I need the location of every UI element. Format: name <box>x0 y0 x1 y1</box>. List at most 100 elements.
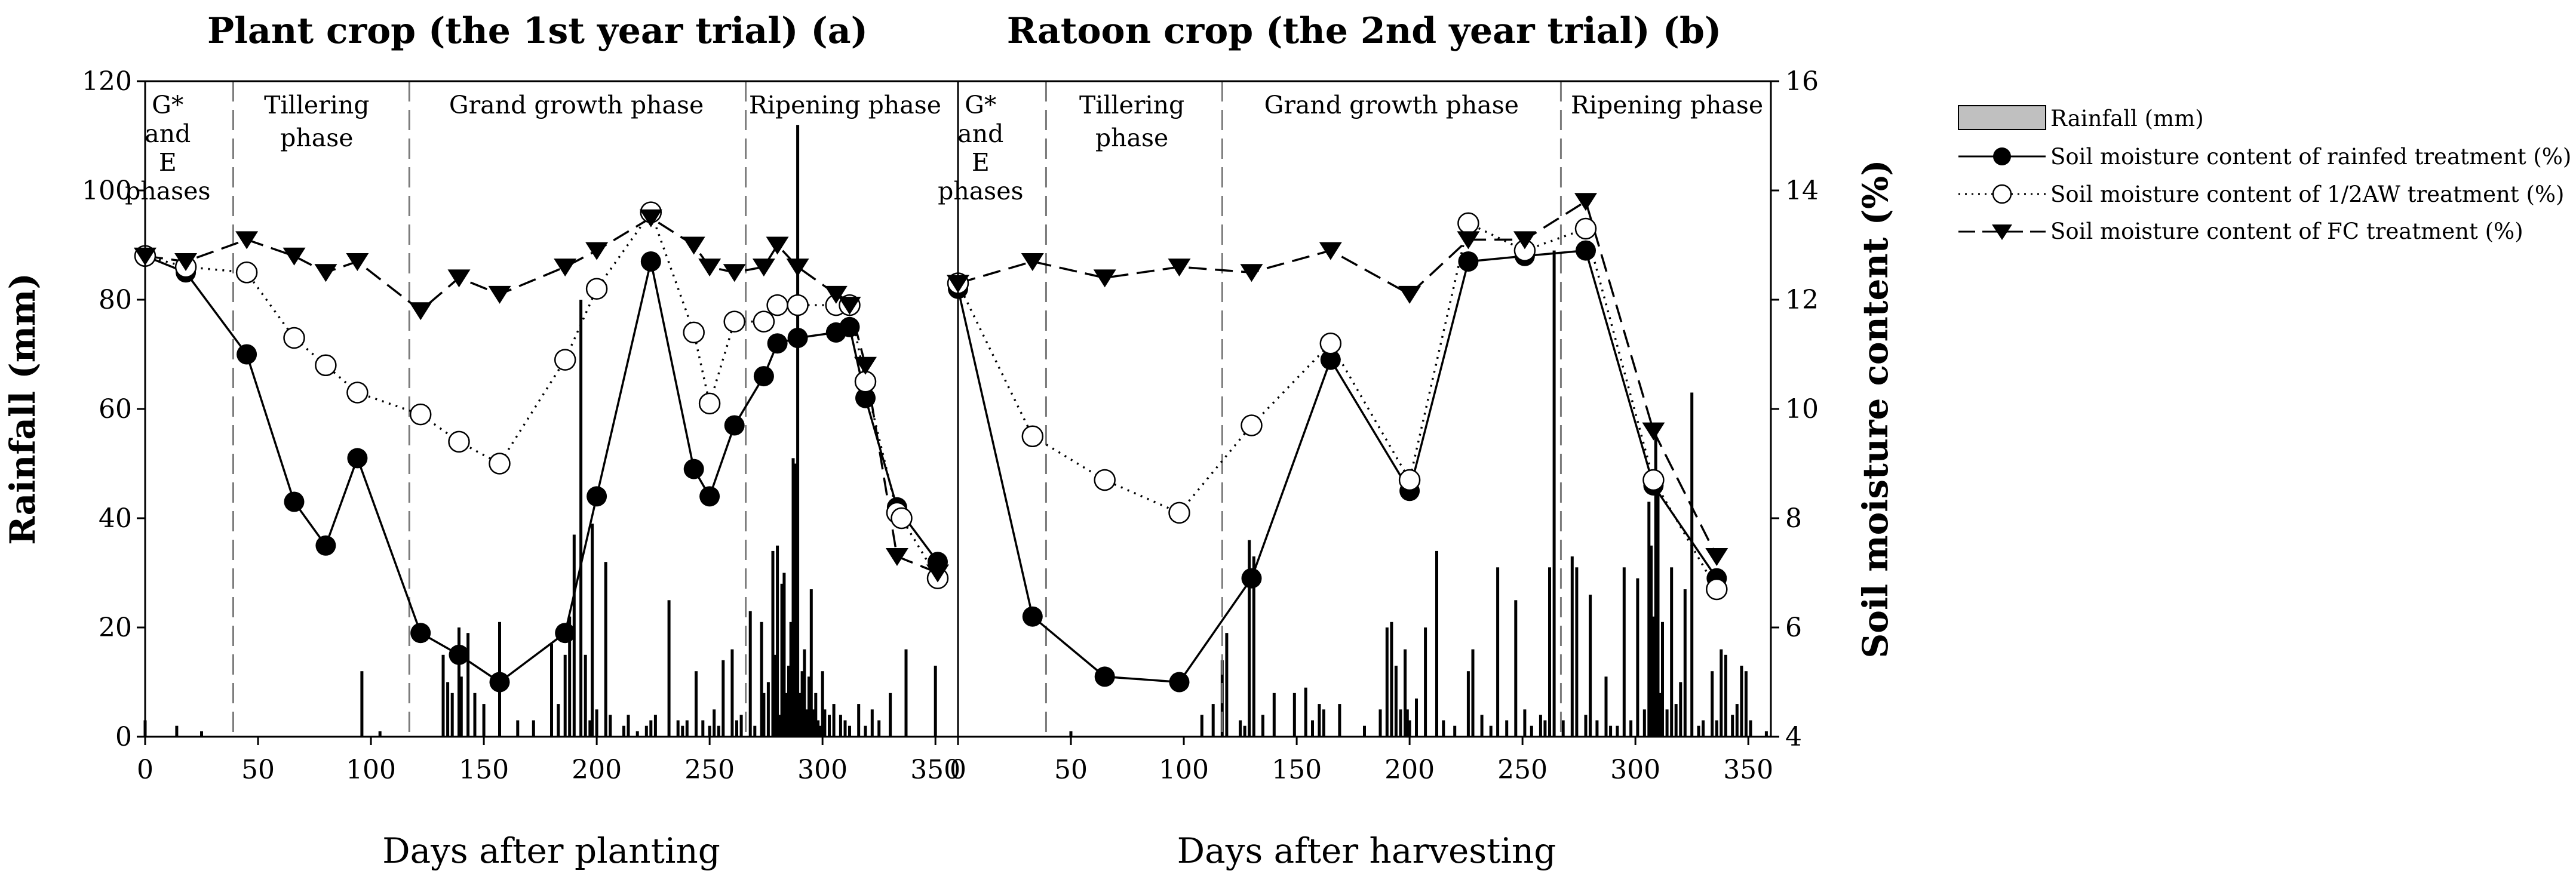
x-tick-label-b: 350 <box>1723 755 1773 785</box>
phase-label-line: phase <box>280 124 353 152</box>
x-tick-label-a: 350 <box>910 755 960 785</box>
point-halfaw-b <box>1457 212 1479 235</box>
rainfall-bar-a <box>809 589 813 737</box>
x-tick-label-b: 0 <box>950 755 966 785</box>
rainfall-bar-a <box>934 666 937 737</box>
rainfall-bar-a <box>713 709 716 737</box>
series-line-a-1 <box>145 210 939 579</box>
x-tick-label-a: 50 <box>241 755 275 785</box>
rainfall-bar-a <box>823 709 827 737</box>
x-tick-label-a: 100 <box>346 755 396 785</box>
point-halfaw-b <box>1319 332 1342 355</box>
rainfall-bar-a <box>778 715 781 737</box>
x-tick-label-b: 50 <box>1054 755 1088 785</box>
point-fc-b <box>1513 231 1536 250</box>
rainfall-bar-a <box>532 720 535 737</box>
rainfall-bar-b <box>1715 720 1718 737</box>
rainfall-bar-a <box>839 715 842 737</box>
rainfall-bar-a <box>870 709 874 737</box>
x-tick-label-b: 300 <box>1610 755 1660 785</box>
rainfall-bar-a <box>771 550 775 737</box>
rainfall-bar-b <box>1589 595 1592 737</box>
point-fc-a <box>409 302 432 321</box>
rainfall-bar-a <box>730 649 734 737</box>
point-rainfed-a <box>237 344 257 365</box>
point-halfaw-a <box>585 278 608 300</box>
rainfall-bar-a <box>627 715 630 737</box>
point-rainfed-a <box>699 486 720 507</box>
rainfall-bar-b <box>1647 502 1651 737</box>
rainfall-bar-b <box>1471 649 1475 737</box>
y-left-tick-label: 80 <box>99 285 132 315</box>
rainfall-bar-b <box>1616 725 1619 737</box>
rainfall-bar-b <box>1711 671 1714 737</box>
point-halfaw-a <box>683 321 705 344</box>
rainfall-bar-b <box>1539 715 1542 737</box>
rainfall-bar-b <box>1697 725 1700 737</box>
y-left-tick-label: 40 <box>99 503 132 534</box>
point-rainfed-a <box>315 535 336 556</box>
phase-label-line: and <box>957 119 1003 148</box>
point-rainfed-a <box>449 644 469 665</box>
x-tick-label-b: 200 <box>1384 755 1435 785</box>
point-halfaw-a <box>315 354 337 377</box>
phase-label-line: Tillering <box>264 91 369 119</box>
rainfall-bar-a <box>821 671 824 737</box>
y-right-tick-label: 4 <box>1785 722 1802 752</box>
point-halfaw-a <box>787 294 809 316</box>
rainfall-bar-b <box>1424 627 1427 737</box>
rainfall-bar-a <box>843 720 847 737</box>
rainfall-bar-a <box>739 715 743 737</box>
rainfall-bar-b <box>1394 666 1398 737</box>
series-line-b-1 <box>957 221 1718 590</box>
point-halfaw-a <box>409 403 432 426</box>
rainfall-bar-b <box>1584 715 1588 737</box>
point-fc-a <box>283 247 306 266</box>
rainfall-bar-a <box>466 633 470 737</box>
point-halfaw-a <box>346 381 369 404</box>
y-left-tick-label: 20 <box>99 613 132 643</box>
rainfall-bar-b <box>1318 704 1321 737</box>
rainfall-bar-b <box>1683 589 1687 737</box>
point-halfaw-a <box>698 392 721 415</box>
phase-label-line: Tillering <box>1079 91 1184 119</box>
rainfall-bar-b <box>1378 709 1382 737</box>
point-halfaw-b <box>1574 217 1597 240</box>
point-fc-a <box>585 242 609 260</box>
rainfall-bar-b <box>1322 709 1325 737</box>
rainfall-bar-b <box>1702 720 1705 737</box>
rainfall-bar-b <box>1385 627 1389 737</box>
point-fc-a <box>838 297 861 315</box>
rainfall-bar-a <box>667 600 671 737</box>
rainfall-bar-a <box>458 627 460 737</box>
rainfall-bar-a <box>818 725 822 737</box>
point-rainfed-b <box>1458 251 1479 272</box>
rainfall-bar-b <box>1261 715 1264 737</box>
chart-b-x-title: Days after harvesting <box>1177 830 1556 871</box>
rainfall-bar-b <box>1311 720 1314 737</box>
rainfall-bar-b <box>1609 725 1613 737</box>
legend-rainfed-marker <box>1993 147 2011 165</box>
y-axis-left-title: Rainfall (mm) <box>2 273 43 545</box>
rainfall-bar-b <box>1453 725 1457 737</box>
y-right-tick-label: 10 <box>1785 394 1819 424</box>
rainfall-bar-b <box>1735 704 1739 737</box>
phase-label-a-1: Tillering phase <box>264 91 369 152</box>
rainfall-bar-a <box>175 725 179 737</box>
point-fc-a <box>723 264 746 282</box>
rainfall-bar-a <box>459 676 463 737</box>
rainfall-bar-b <box>1390 622 1393 737</box>
rainfall-bar-a <box>200 731 203 737</box>
rainfall-bar-a <box>695 671 698 737</box>
rainfall-bar-a <box>649 720 653 737</box>
point-halfaw-b <box>1241 414 1263 436</box>
point-rainfed-b <box>1320 349 1341 370</box>
point-fc-b <box>1319 242 1342 260</box>
rainfall-bar-a <box>622 725 625 737</box>
rainfall-bar-a <box>360 671 364 737</box>
rainfall-bar-b <box>1292 693 1296 737</box>
point-rainfed-b <box>1094 666 1115 687</box>
rainfall-bar-b <box>1575 567 1579 737</box>
rainfall-bar-b <box>1543 720 1547 737</box>
rainfall-bar-a <box>805 709 809 737</box>
